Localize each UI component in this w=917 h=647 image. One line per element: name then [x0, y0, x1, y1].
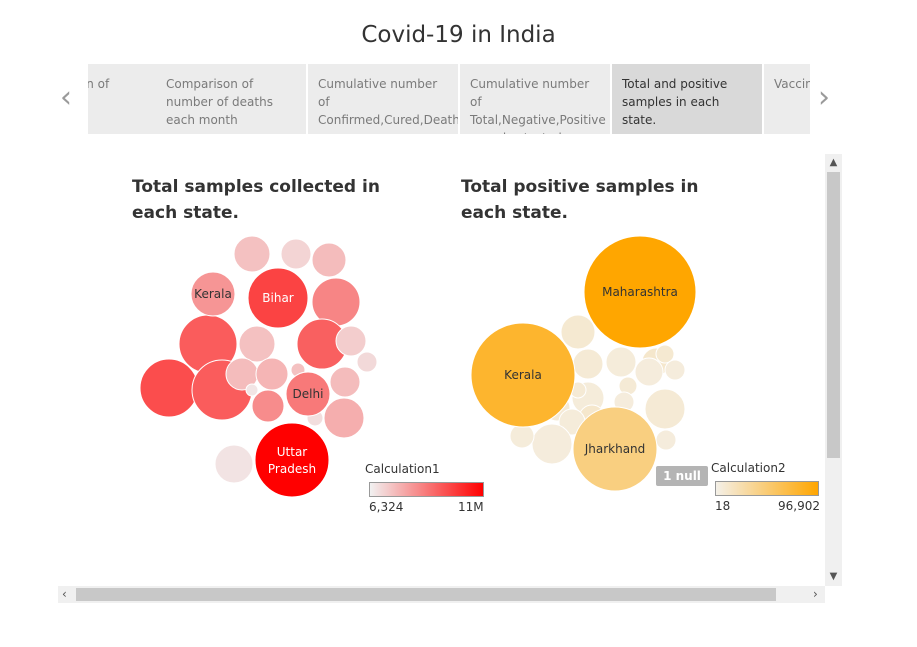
story-tab-3[interactable]: Cumulative number of Confirmed,Cured,Dea…	[308, 64, 458, 134]
bubble-1-5[interactable]	[238, 325, 276, 363]
bubble-label-maharashtra: Maharashtra	[602, 285, 678, 299]
horizontal-scroll-thumb[interactable]	[76, 588, 776, 601]
chart2-title: Total positive samples in each state.	[461, 177, 699, 223]
story-navigator: Comparison of number Comparison of numbe…	[88, 64, 810, 134]
bubble-delhi[interactable]	[285, 371, 331, 417]
chevron-right-icon[interactable]: ›	[818, 80, 830, 115]
bubble-2-6[interactable]	[655, 344, 675, 364]
triangle-up-icon[interactable]: ▲	[829, 157, 838, 168]
legend2-title: Calculation2	[711, 461, 786, 475]
page-title: Covid-19 in India	[361, 22, 556, 48]
triangle-down-icon[interactable]: ▼	[829, 571, 838, 582]
bubble-1-2[interactable]	[311, 242, 347, 278]
bubble-1-14[interactable]	[329, 366, 361, 398]
vertical-scrollbar[interactable]: ▲ ▼	[825, 154, 842, 586]
chevron-left-icon[interactable]: ‹	[60, 80, 72, 115]
legend2-max: 96,902	[778, 499, 820, 513]
bubble-1-0[interactable]	[233, 235, 271, 273]
chart2-bubble-chart: Maharashtra Kerala Jharkhand	[470, 235, 697, 492]
story-tab-6[interactable]: Vaccination	[764, 64, 810, 134]
bubble-kerala[interactable]	[470, 322, 576, 428]
chart1-bubble-chart: Kerala Bihar Delhi Uttar Pradesh	[139, 235, 378, 498]
bubble-label-kerala: Kerala	[194, 287, 232, 301]
bubble-2-15[interactable]	[531, 423, 573, 465]
null-badge[interactable]: 1 null	[656, 466, 708, 486]
bubble-label-kerala: Kerala	[504, 368, 542, 382]
bubble-2-7[interactable]	[664, 359, 686, 381]
bubble-bihar[interactable]	[247, 267, 309, 329]
triangle-right-icon[interactable]: ›	[813, 587, 818, 601]
bubble-2-0[interactable]	[560, 314, 596, 350]
bubble-1-11[interactable]	[255, 357, 289, 391]
bubble-label-delhi: Delhi	[293, 387, 324, 401]
story-tab-5[interactable]: Total and positive samples in each state…	[612, 64, 762, 134]
bubble-2-2[interactable]	[605, 346, 637, 378]
bubble-1-7[interactable]	[335, 325, 367, 357]
bubble-uttar-pradesh[interactable]	[254, 422, 330, 498]
bubble-2-19[interactable]	[655, 429, 677, 451]
vertical-scroll-thumb[interactable]	[827, 172, 840, 458]
legend1-min: 6,324	[369, 500, 404, 514]
story-tab-1[interactable]: Comparison of number	[88, 64, 162, 134]
bubble-2-4[interactable]	[634, 357, 664, 387]
bubble-1-1[interactable]	[280, 238, 312, 270]
bubble-label-jharkhand: Jharkhand	[584, 442, 646, 456]
bubble-label-bihar: Bihar	[262, 291, 294, 305]
legend1-title: Calculation1	[365, 462, 440, 476]
bubble-2-16[interactable]	[509, 423, 535, 449]
bubble-jharkhand[interactable]	[572, 406, 658, 492]
bubble-1-19[interactable]	[245, 383, 259, 397]
bubble-1-15[interactable]	[251, 389, 285, 423]
bubble-1-16[interactable]	[323, 397, 365, 439]
bubble-1-8[interactable]	[139, 358, 199, 418]
legend1-gradient	[369, 482, 484, 497]
bubble-2-8[interactable]	[644, 388, 686, 430]
bubble-kerala[interactable]	[190, 271, 236, 317]
legend2-min: 18	[715, 499, 731, 513]
bubble-1-17[interactable]	[214, 444, 254, 484]
bubble-label-uttar-pradesh: Uttar Pradesh	[268, 445, 316, 476]
bubble-maharashtra[interactable]	[583, 235, 697, 349]
story-tab-4[interactable]: Cumulative number of Total,Negative,Posi…	[460, 64, 610, 134]
legend1-max: 11M	[458, 500, 484, 514]
bubble-1-13[interactable]	[356, 351, 378, 373]
horizontal-scrollbar[interactable]: ‹ ›	[58, 586, 825, 603]
legend2-gradient	[715, 481, 819, 496]
story-tab-2[interactable]: Comparison of number of deaths each mont…	[156, 64, 306, 134]
chart1-title: Total samples collected in each state.	[132, 177, 380, 223]
triangle-left-icon[interactable]: ‹	[62, 587, 67, 601]
bubble-2-1[interactable]	[572, 348, 604, 380]
